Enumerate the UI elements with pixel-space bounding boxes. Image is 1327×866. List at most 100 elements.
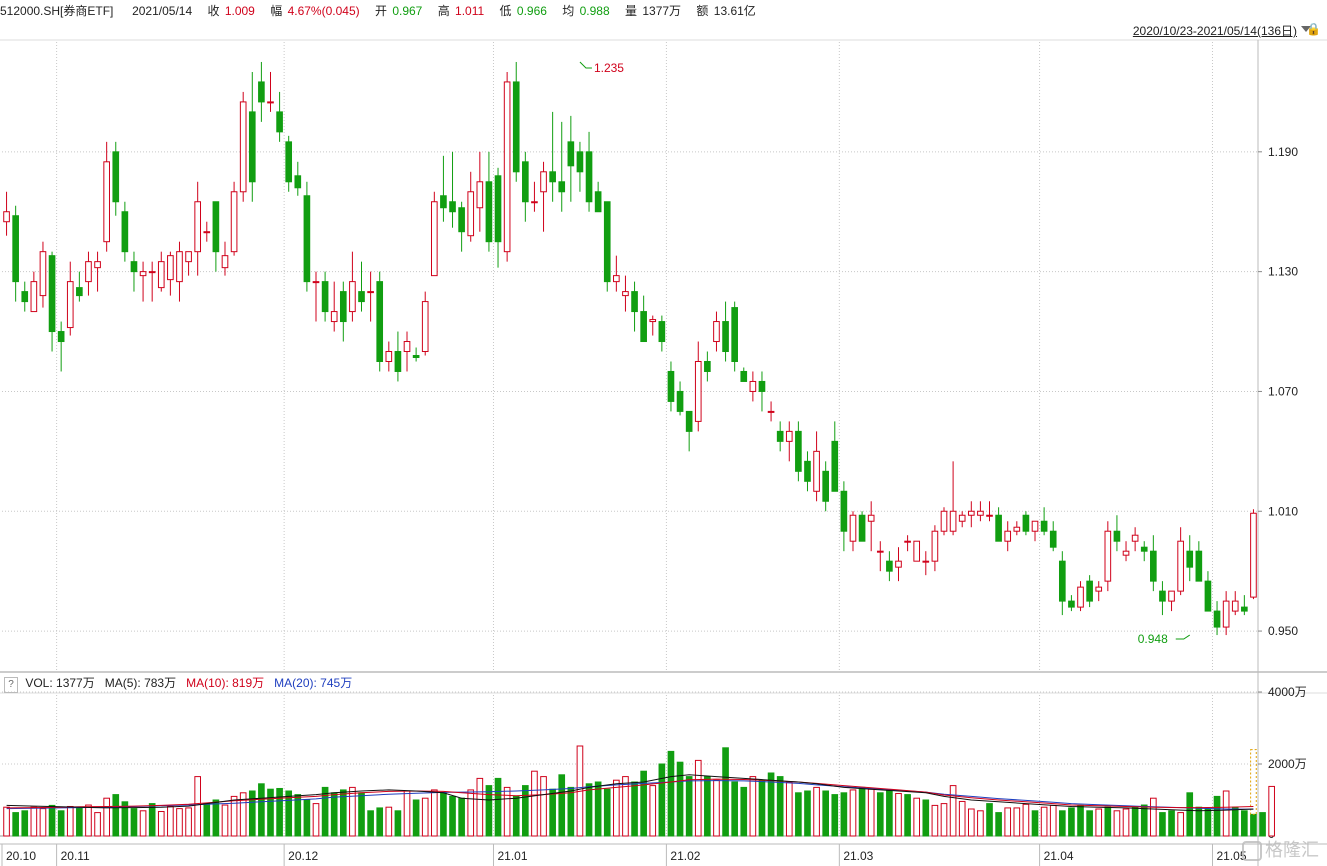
candle-down[interactable] xyxy=(676,390,684,412)
candle-up[interactable] xyxy=(194,201,202,253)
candle-down[interactable] xyxy=(758,380,766,392)
volume-bar-up[interactable] xyxy=(421,797,429,837)
volume-bar-down[interactable] xyxy=(795,792,802,837)
candle-down[interactable] xyxy=(394,351,402,372)
candle-up[interactable] xyxy=(613,275,620,283)
candle-down[interactable] xyxy=(248,111,256,183)
volume-bar-down[interactable] xyxy=(376,807,384,837)
candle-up[interactable] xyxy=(430,201,438,277)
volume-bar-up[interactable] xyxy=(1040,806,1048,837)
candle-up[interactable] xyxy=(176,251,183,283)
volume-bar-up[interactable] xyxy=(977,810,984,837)
volume-bar-up[interactable] xyxy=(931,804,939,837)
candle-up[interactable] xyxy=(813,450,820,492)
volume-bar-down[interactable] xyxy=(212,799,220,837)
candle-down[interactable] xyxy=(294,175,302,189)
volume-bar-down[interactable] xyxy=(130,808,138,837)
candle-up[interactable] xyxy=(476,181,484,209)
candle-up[interactable] xyxy=(622,291,629,297)
volume-bar-down[interactable] xyxy=(1259,812,1266,837)
volume-bar-up[interactable] xyxy=(940,803,948,837)
candle-down[interactable] xyxy=(549,171,556,183)
volume-bar-down[interactable] xyxy=(1186,792,1194,837)
volume-bar-down[interactable] xyxy=(758,779,766,837)
candle-up[interactable] xyxy=(312,281,320,284)
candle-down[interactable] xyxy=(1159,590,1166,602)
volume-bar-down[interactable] xyxy=(995,812,1002,837)
volume-bar-down[interactable] xyxy=(567,786,575,837)
candle-down[interactable] xyxy=(76,287,83,297)
candle-up[interactable] xyxy=(1168,590,1175,602)
volume-bar-up[interactable] xyxy=(967,808,975,837)
volume-bar-up[interactable] xyxy=(713,779,720,837)
volume-bar-down[interactable] xyxy=(12,812,19,837)
volume-bar-up[interactable] xyxy=(139,810,147,837)
volume-bar-down[interactable] xyxy=(549,788,556,837)
volume-bar-down[interactable] xyxy=(767,772,775,837)
volume-bar-down[interactable] xyxy=(603,788,611,837)
candle-up[interactable] xyxy=(167,255,174,281)
volume-bar-down[interactable] xyxy=(367,810,374,837)
candle-up[interactable] xyxy=(157,261,165,289)
candle-down[interactable] xyxy=(458,207,465,233)
candle-down[interactable] xyxy=(704,360,711,372)
volume-bar-down[interactable] xyxy=(512,795,520,837)
volume-bar-down[interactable] xyxy=(485,785,493,837)
candle-down[interactable] xyxy=(795,430,802,472)
volume-bar-up[interactable] xyxy=(1150,797,1157,837)
candle-up[interactable] xyxy=(986,514,993,517)
volume-bar-down[interactable] xyxy=(258,783,265,837)
candle-down[interactable] xyxy=(440,195,447,209)
volume-bar-down[interactable] xyxy=(1159,812,1166,837)
volume-bar-up[interactable] xyxy=(540,776,547,837)
volume-bar-down[interactable] xyxy=(321,786,329,837)
candle-down[interactable] xyxy=(285,141,293,183)
candle-down[interactable] xyxy=(667,370,675,402)
candle-down[interactable] xyxy=(112,151,120,203)
candle-up[interactable] xyxy=(1131,534,1139,542)
candle-down[interactable] xyxy=(1086,580,1093,602)
volume-bar-down[interactable] xyxy=(858,786,866,837)
volume-bar-down[interactable] xyxy=(922,799,930,837)
volume-bar-up[interactable] xyxy=(39,808,47,837)
candle-down[interactable] xyxy=(512,81,520,173)
volume-bar-up[interactable] xyxy=(167,805,174,837)
candle-down[interactable] xyxy=(321,281,329,313)
volume-bar-up[interactable] xyxy=(1177,812,1184,837)
candle-up[interactable] xyxy=(503,81,511,253)
volume-bar-down[interactable] xyxy=(886,790,893,837)
candle-up[interactable] xyxy=(876,550,884,553)
candle-up[interactable] xyxy=(85,261,92,283)
candle-up[interactable] xyxy=(1004,530,1012,542)
candle-up[interactable] xyxy=(349,281,356,313)
candle-down[interactable] xyxy=(12,215,19,283)
volume-bar-up[interactable] xyxy=(1113,810,1121,837)
volume-bar-down[interactable] xyxy=(722,747,729,837)
volume-bar-up[interactable] xyxy=(385,806,393,837)
volume-bar-down[interactable] xyxy=(458,797,465,837)
volume-bar-up[interactable] xyxy=(476,777,484,837)
candle-down[interactable] xyxy=(1049,530,1057,548)
candle-down[interactable] xyxy=(858,514,866,542)
volume-bar-up[interactable] xyxy=(958,800,966,837)
volume-bar-down[interactable] xyxy=(658,763,666,837)
candle-down[interactable] xyxy=(1186,550,1194,568)
candle-up[interactable] xyxy=(958,514,966,522)
volume-bar-up[interactable] xyxy=(239,792,247,837)
volume-bar-up[interactable] xyxy=(230,795,238,837)
candle-down[interactable] xyxy=(603,201,611,283)
volume-bar-down[interactable] xyxy=(148,803,156,837)
candle-down[interactable] xyxy=(130,261,138,273)
volume-bar-down[interactable] xyxy=(640,770,647,837)
candle-down[interactable] xyxy=(1040,520,1048,532)
volume-bar-down[interactable] xyxy=(1140,804,1148,837)
candle-up[interactable] xyxy=(767,410,775,413)
volume-bar-up[interactable] xyxy=(157,811,165,837)
candle-up[interactable] xyxy=(931,530,939,562)
volume-bar-down[interactable] xyxy=(522,785,529,837)
volume-bar-down[interactable] xyxy=(294,794,302,837)
volume-bar-down[interactable] xyxy=(1213,795,1221,837)
candle-down[interactable] xyxy=(594,191,602,213)
candle-down[interactable] xyxy=(831,440,839,492)
candle-up[interactable] xyxy=(785,430,793,442)
